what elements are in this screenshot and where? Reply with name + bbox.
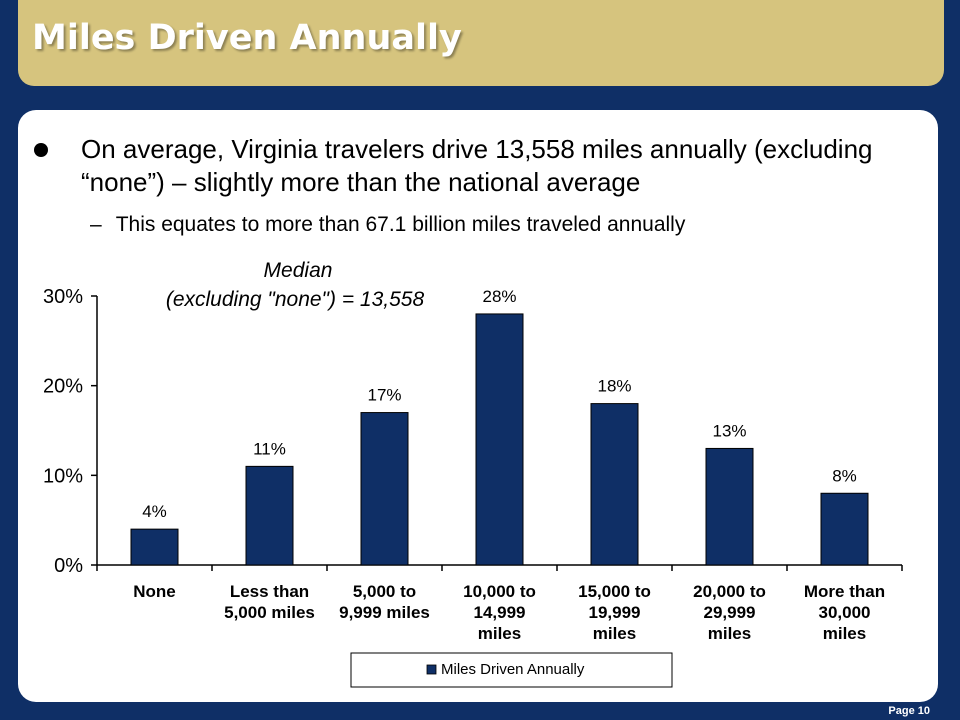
x-tick-label: 5,000 miles — [224, 603, 315, 622]
legend-box — [350, 652, 673, 688]
x-tick-label: 9,999 miles — [339, 603, 430, 622]
median-annotation-line2: (excluding "none") = 13,558 — [166, 288, 425, 311]
sub-bullet-text: This equates to more than 67.1 billion m… — [115, 213, 686, 236]
bar — [705, 447, 754, 566]
y-tick-label: 20% — [43, 376, 83, 398]
page-number: Page 10 — [888, 705, 930, 717]
legend-swatch — [426, 664, 437, 675]
data-label: 11% — [253, 439, 286, 458]
y-tick-label: 10% — [43, 465, 83, 487]
bar — [245, 465, 294, 566]
x-tick-label: miles — [708, 624, 751, 643]
bar — [130, 528, 179, 566]
sub-bullet: – This equates to more than 67.1 billion … — [90, 213, 685, 237]
x-tick-label: 20,000 to — [693, 582, 766, 601]
x-tick-label: 19,999 — [589, 603, 641, 622]
main-bullet-text: On average, Virginia travelers drive 13,… — [81, 134, 873, 197]
x-tick-label: miles — [478, 624, 521, 643]
slide-title: Miles Driven Annually — [32, 18, 462, 58]
bar — [820, 492, 869, 566]
bar — [360, 412, 409, 566]
x-tick-label: 14,999 — [474, 603, 526, 622]
sub-bullet-dash: – — [90, 213, 102, 236]
y-tick-label: 30% — [43, 286, 83, 308]
data-label: 28% — [482, 287, 516, 306]
legend-label: Miles Driven Annually — [441, 661, 585, 678]
x-tick-label: 30,000 — [819, 603, 871, 622]
bar — [590, 403, 639, 566]
data-label: 8% — [832, 466, 857, 485]
title-bar: Miles Driven Annually — [18, 0, 944, 86]
data-label: 17% — [367, 386, 401, 405]
x-tick-label: 10,000 to — [463, 582, 536, 601]
x-tick-label: None — [133, 582, 176, 601]
x-tick-label: 5,000 to — [353, 582, 416, 601]
y-tick-label: 0% — [54, 555, 83, 577]
data-label: 4% — [142, 502, 167, 521]
data-label: 18% — [597, 377, 631, 396]
x-tick-label: More than — [804, 582, 885, 601]
data-label: 13% — [712, 421, 746, 440]
x-tick-label: Less than — [230, 582, 309, 601]
x-tick-label: 29,999 — [704, 603, 756, 622]
x-tick-label: 15,000 to — [578, 582, 651, 601]
bar — [475, 313, 524, 566]
median-annotation-line1: Median — [264, 259, 333, 282]
bullet-dot-icon — [34, 143, 48, 157]
x-tick-label: miles — [823, 624, 866, 643]
x-tick-label: miles — [593, 624, 636, 643]
